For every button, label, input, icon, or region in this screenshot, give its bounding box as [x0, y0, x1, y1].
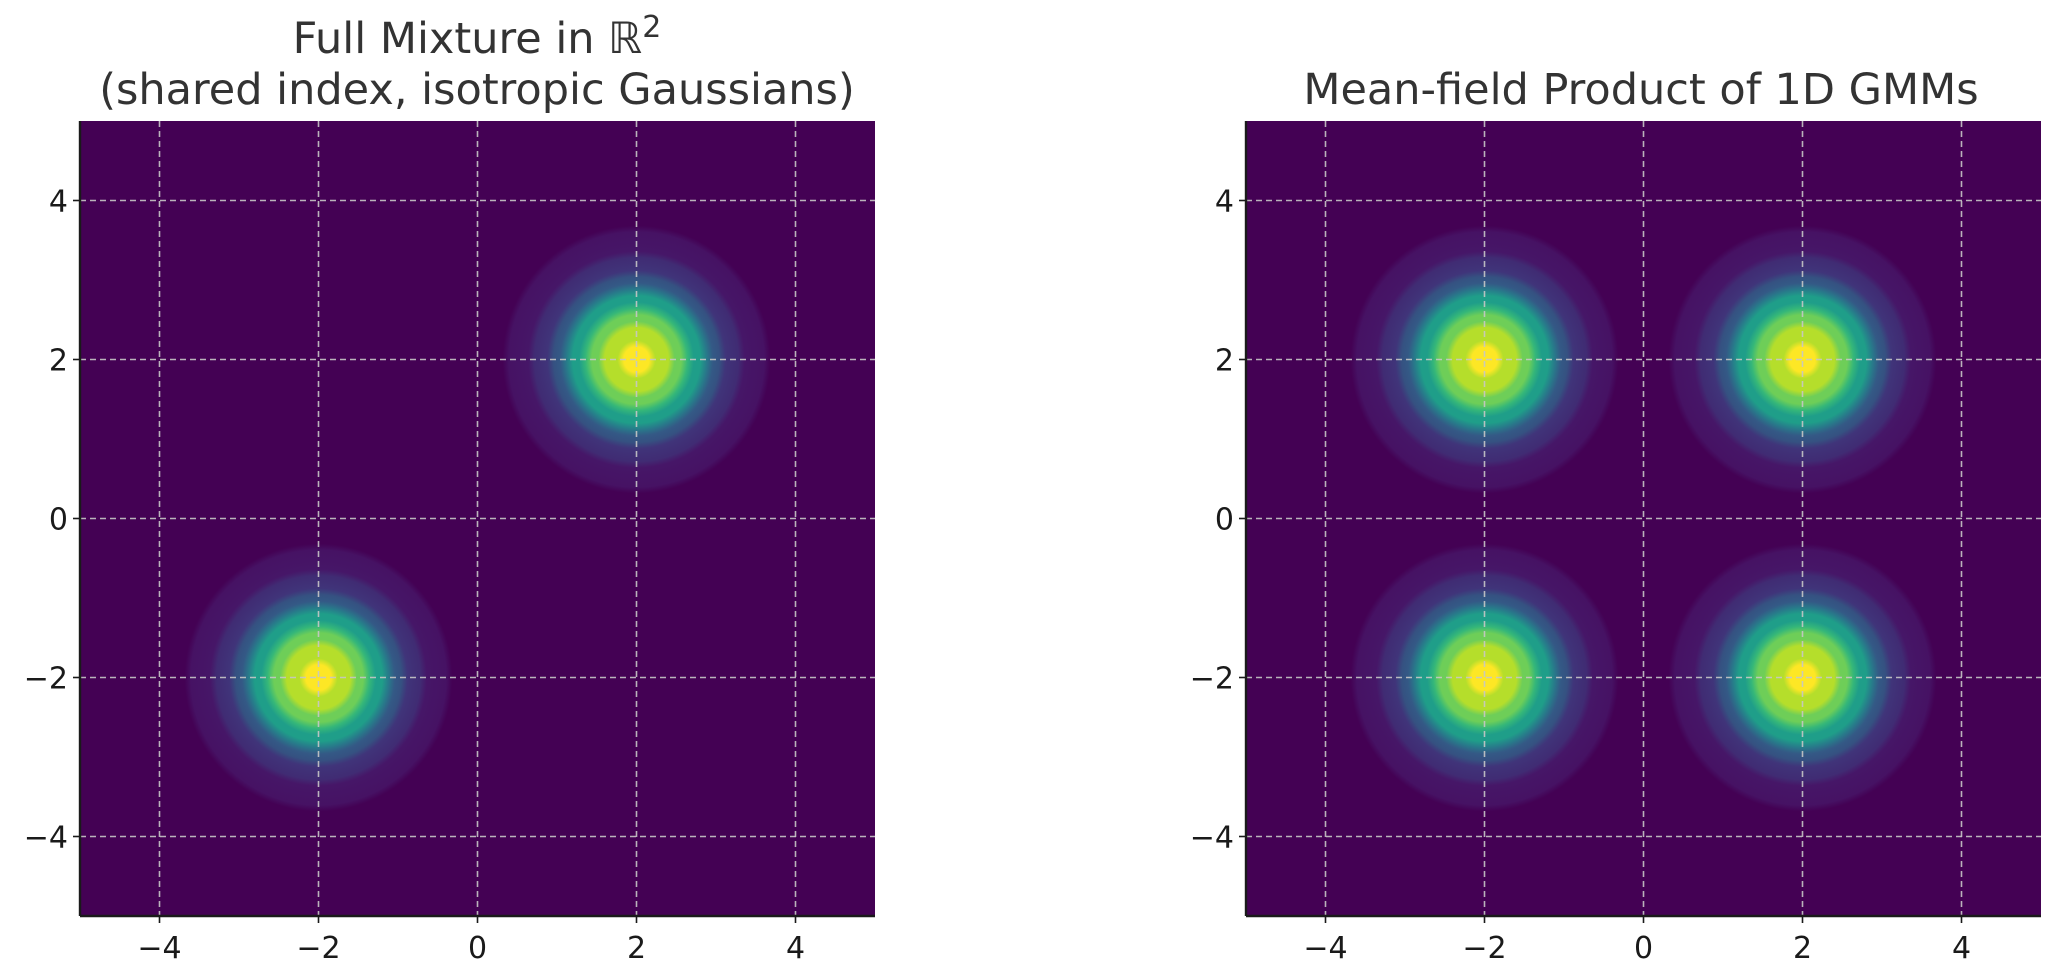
left-title-superscript: 2 [642, 10, 661, 45]
x-tick-label: 0 [1634, 931, 1653, 966]
grid [1246, 121, 2041, 916]
gaussian-component [1331, 524, 1638, 831]
left-title-line2: (shared index, isotropic Gaussians) [99, 65, 854, 115]
x-tick-label: −2 [296, 931, 340, 966]
x-tick-label: 4 [1952, 931, 1971, 966]
y-tick-label: −4 [24, 821, 68, 856]
y-tick-label: −2 [24, 662, 68, 697]
gaussian-component [483, 206, 790, 513]
gaussian-component [1331, 206, 1638, 513]
left-panel: Full Mixture in ℝ2 (shared index, isotro… [24, 10, 875, 966]
grid [80, 121, 875, 916]
x-tick-label: −4 [137, 931, 181, 966]
y-tick-label: 4 [49, 185, 68, 220]
x-tick-label: 0 [468, 931, 487, 966]
y-tick-label: −4 [1190, 821, 1234, 856]
right-title: Mean-field Product of 1D GMMs [1303, 65, 1978, 115]
gaussian-component [165, 524, 472, 831]
y-tick-label: −2 [1190, 662, 1234, 697]
gaussian-component [1649, 206, 1956, 513]
y-tick-label: 2 [1215, 344, 1234, 379]
gaussian-component [1649, 524, 1956, 831]
right-plot-area: −4 −2 0 2 4 −4 −2 0 2 4 [1190, 121, 2041, 966]
x-tick-label: 4 [786, 931, 805, 966]
x-tick-label: 2 [627, 931, 646, 966]
x-tick-label: −4 [1303, 931, 1347, 966]
y-tick-label: 2 [49, 344, 68, 379]
right-panel: Mean-field Product of 1D GMMs −4 −2 0 2 4−4−… [1190, 65, 2041, 966]
x-tick-label: 2 [1793, 931, 1812, 966]
left-plot-area: −4 −2 0 2 4 −4 −2 0 2 4 [24, 121, 875, 966]
left-title-main: Full Mixture in ℝ [293, 14, 643, 64]
y-tick-label: 0 [49, 503, 68, 538]
density-blobs [165, 206, 790, 831]
y-tick-label: 0 [1215, 503, 1234, 538]
y-tick-label: 4 [1215, 185, 1234, 220]
left-title-line1: Full Mixture in ℝ2 [293, 10, 662, 64]
density-blobs [1331, 206, 1956, 831]
x-tick-label: −2 [1462, 931, 1506, 966]
